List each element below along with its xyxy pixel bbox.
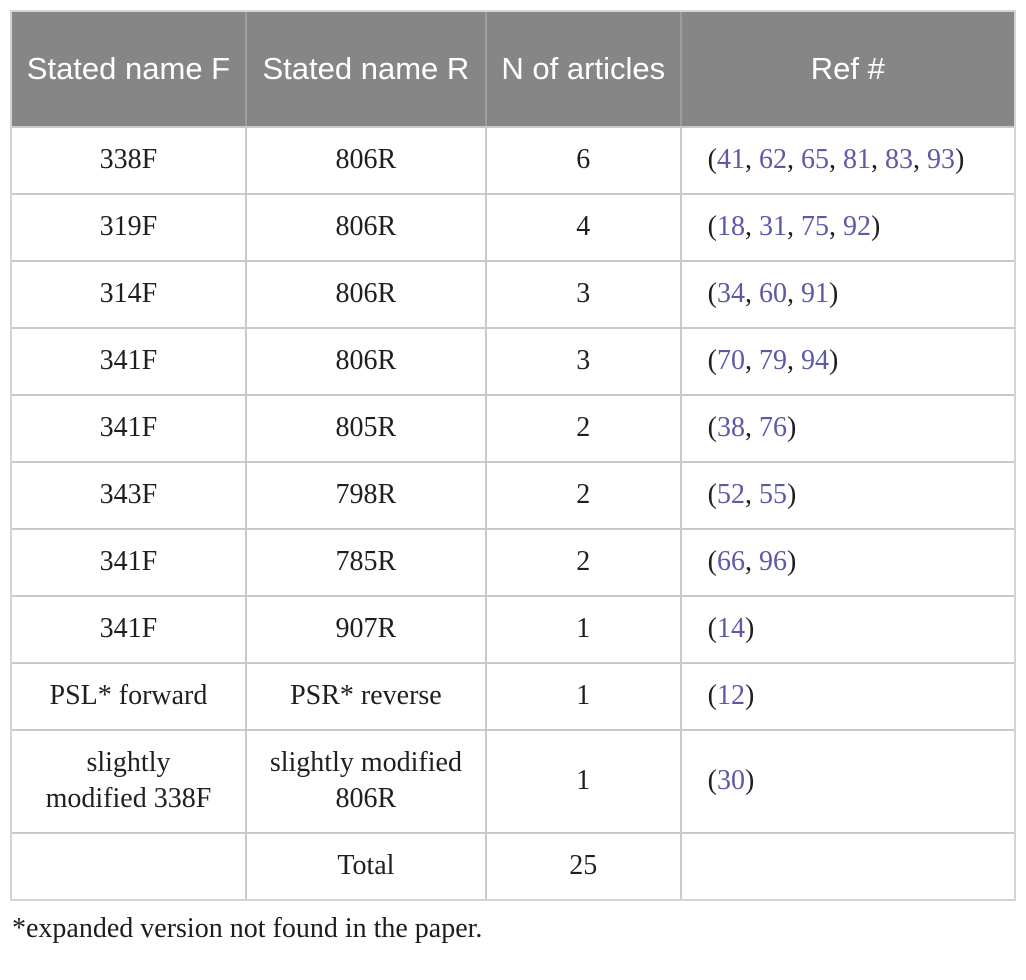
cell-stated-name-r: PSR* reverse	[244, 662, 485, 729]
footnote: *expanded version not found in the paper…	[12, 912, 483, 944]
table-figure: Stated name F Stated name R N of article…	[10, 10, 1016, 944]
ref-link[interactable]: 55	[758, 479, 787, 511]
cell-stated-name-r: 806R	[244, 327, 485, 394]
cell-stated-name-f: 341F	[12, 528, 245, 595]
cell-stated-name-r: slightly modified 806R	[244, 729, 485, 832]
table-row: Total 25	[12, 831, 1014, 899]
cell-stated-name-r: 806R	[244, 260, 485, 327]
ref-link[interactable]: 62	[758, 144, 787, 176]
ref-link[interactable]: 52	[716, 479, 745, 511]
ref-link[interactable]: 70	[716, 345, 745, 377]
table-row: 341F 805R 2 (38, 76)	[12, 394, 1014, 461]
ref-link[interactable]: 75	[800, 211, 829, 243]
cell-n-of-articles: 1	[484, 729, 680, 832]
cell-stated-name-f: slightly modified 338F	[12, 729, 245, 832]
cell-stated-name-r: 806R	[244, 193, 485, 260]
header-stated-name-f: Stated name F	[12, 12, 245, 126]
cell-stated-name-r: 785R	[244, 528, 485, 595]
cell-stated-name-f: 341F	[12, 327, 245, 394]
cell-stated-name-f: 314F	[12, 260, 245, 327]
ref-link[interactable]: 79	[758, 345, 787, 377]
cell-n-of-articles: 25	[484, 831, 680, 899]
ref-link[interactable]: 38	[716, 412, 745, 444]
cell-stated-name-r: 907R	[244, 595, 485, 662]
cell-n-of-articles: 1	[484, 595, 680, 662]
cell-refs: (14)	[679, 595, 1014, 662]
table-row: 314F 806R 3 (34, 60, 91)	[12, 260, 1014, 327]
table-row: PSL* forward PSR* reverse 1 (12)	[12, 662, 1014, 729]
ref-link[interactable]: 83	[884, 144, 913, 176]
cell-stated-name-f: 319F	[12, 193, 245, 260]
cell-refs: (70, 79, 94)	[679, 327, 1014, 394]
ref-link[interactable]: 81	[842, 144, 871, 176]
table-row: 319F 806R 4 (18, 31, 75, 92)	[12, 193, 1014, 260]
table-row: 341F 785R 2 (66, 96)	[12, 528, 1014, 595]
cell-n-of-articles: 2	[484, 461, 680, 528]
cell-n-of-articles: 2	[484, 394, 680, 461]
header-ref: Ref #	[679, 12, 1014, 126]
ref-link[interactable]: 41	[716, 144, 745, 176]
ref-link[interactable]: 65	[800, 144, 829, 176]
ref-link[interactable]: 34	[716, 278, 745, 310]
ref-link[interactable]: 93	[926, 144, 955, 176]
table-row: slightly modified 338F slightly modified …	[12, 729, 1014, 832]
ref-link[interactable]: 12	[716, 680, 745, 712]
cell-refs: (38, 76)	[679, 394, 1014, 461]
cell-refs: (52, 55)	[679, 461, 1014, 528]
table-row: 343F 798R 2 (52, 55)	[12, 461, 1014, 528]
ref-link[interactable]: 92	[842, 211, 871, 243]
table-row: 341F 907R 1 (14)	[12, 595, 1014, 662]
header-stated-name-r: Stated name R	[244, 12, 485, 126]
cell-stated-name-r: 798R	[244, 461, 485, 528]
cell-stated-name-r: Total	[244, 831, 485, 899]
cell-refs: (41, 62, 65, 81, 83, 93)	[679, 126, 1014, 193]
cell-refs: (66, 96)	[679, 528, 1014, 595]
cell-stated-name-f	[12, 831, 245, 899]
ref-link[interactable]: 14	[716, 613, 745, 645]
cell-refs	[679, 831, 1014, 899]
table-row: 338F 806R 6 (41, 62, 65, 81, 83, 93)	[12, 126, 1014, 193]
header-row: Stated name F Stated name R N of article…	[12, 12, 1014, 126]
cell-refs: (30)	[679, 729, 1014, 832]
cell-refs: (34, 60, 91)	[679, 260, 1014, 327]
cell-stated-name-f: 343F	[12, 461, 245, 528]
table-row: 341F 806R 3 (70, 79, 94)	[12, 327, 1014, 394]
cell-stated-name-f: 341F	[12, 595, 245, 662]
ref-link[interactable]: 31	[758, 211, 787, 243]
table-header: Stated name F Stated name R N of article…	[12, 12, 1014, 126]
ref-link[interactable]: 60	[758, 278, 787, 310]
cell-refs: (12)	[679, 662, 1014, 729]
cell-n-of-articles: 2	[484, 528, 680, 595]
cell-n-of-articles: 1	[484, 662, 680, 729]
cell-stated-name-r: 806R	[244, 126, 485, 193]
ref-link[interactable]: 18	[716, 211, 745, 243]
ref-link[interactable]: 96	[758, 546, 787, 578]
primers-table: Stated name F Stated name R N of article…	[10, 10, 1016, 901]
ref-link[interactable]: 94	[800, 345, 829, 377]
cell-refs: (18, 31, 75, 92)	[679, 193, 1014, 260]
header-n-of-articles: N of articles	[484, 12, 680, 126]
cell-n-of-articles: 3	[484, 260, 680, 327]
cell-n-of-articles: 3	[484, 327, 680, 394]
ref-link[interactable]: 66	[716, 546, 745, 578]
cell-n-of-articles: 4	[484, 193, 680, 260]
cell-stated-name-r: 805R	[244, 394, 485, 461]
table-body: 338F 806R 6 (41, 62, 65, 81, 83, 93) 319F 806…	[12, 126, 1014, 899]
cell-stated-name-f: 338F	[12, 126, 245, 193]
cell-stated-name-f: 341F	[12, 394, 245, 461]
ref-link[interactable]: 76	[758, 412, 787, 444]
cell-n-of-articles: 6	[484, 126, 680, 193]
cell-stated-name-f: PSL* forward	[12, 662, 245, 729]
ref-link[interactable]: 91	[800, 278, 829, 310]
ref-link[interactable]: 30	[716, 765, 745, 797]
